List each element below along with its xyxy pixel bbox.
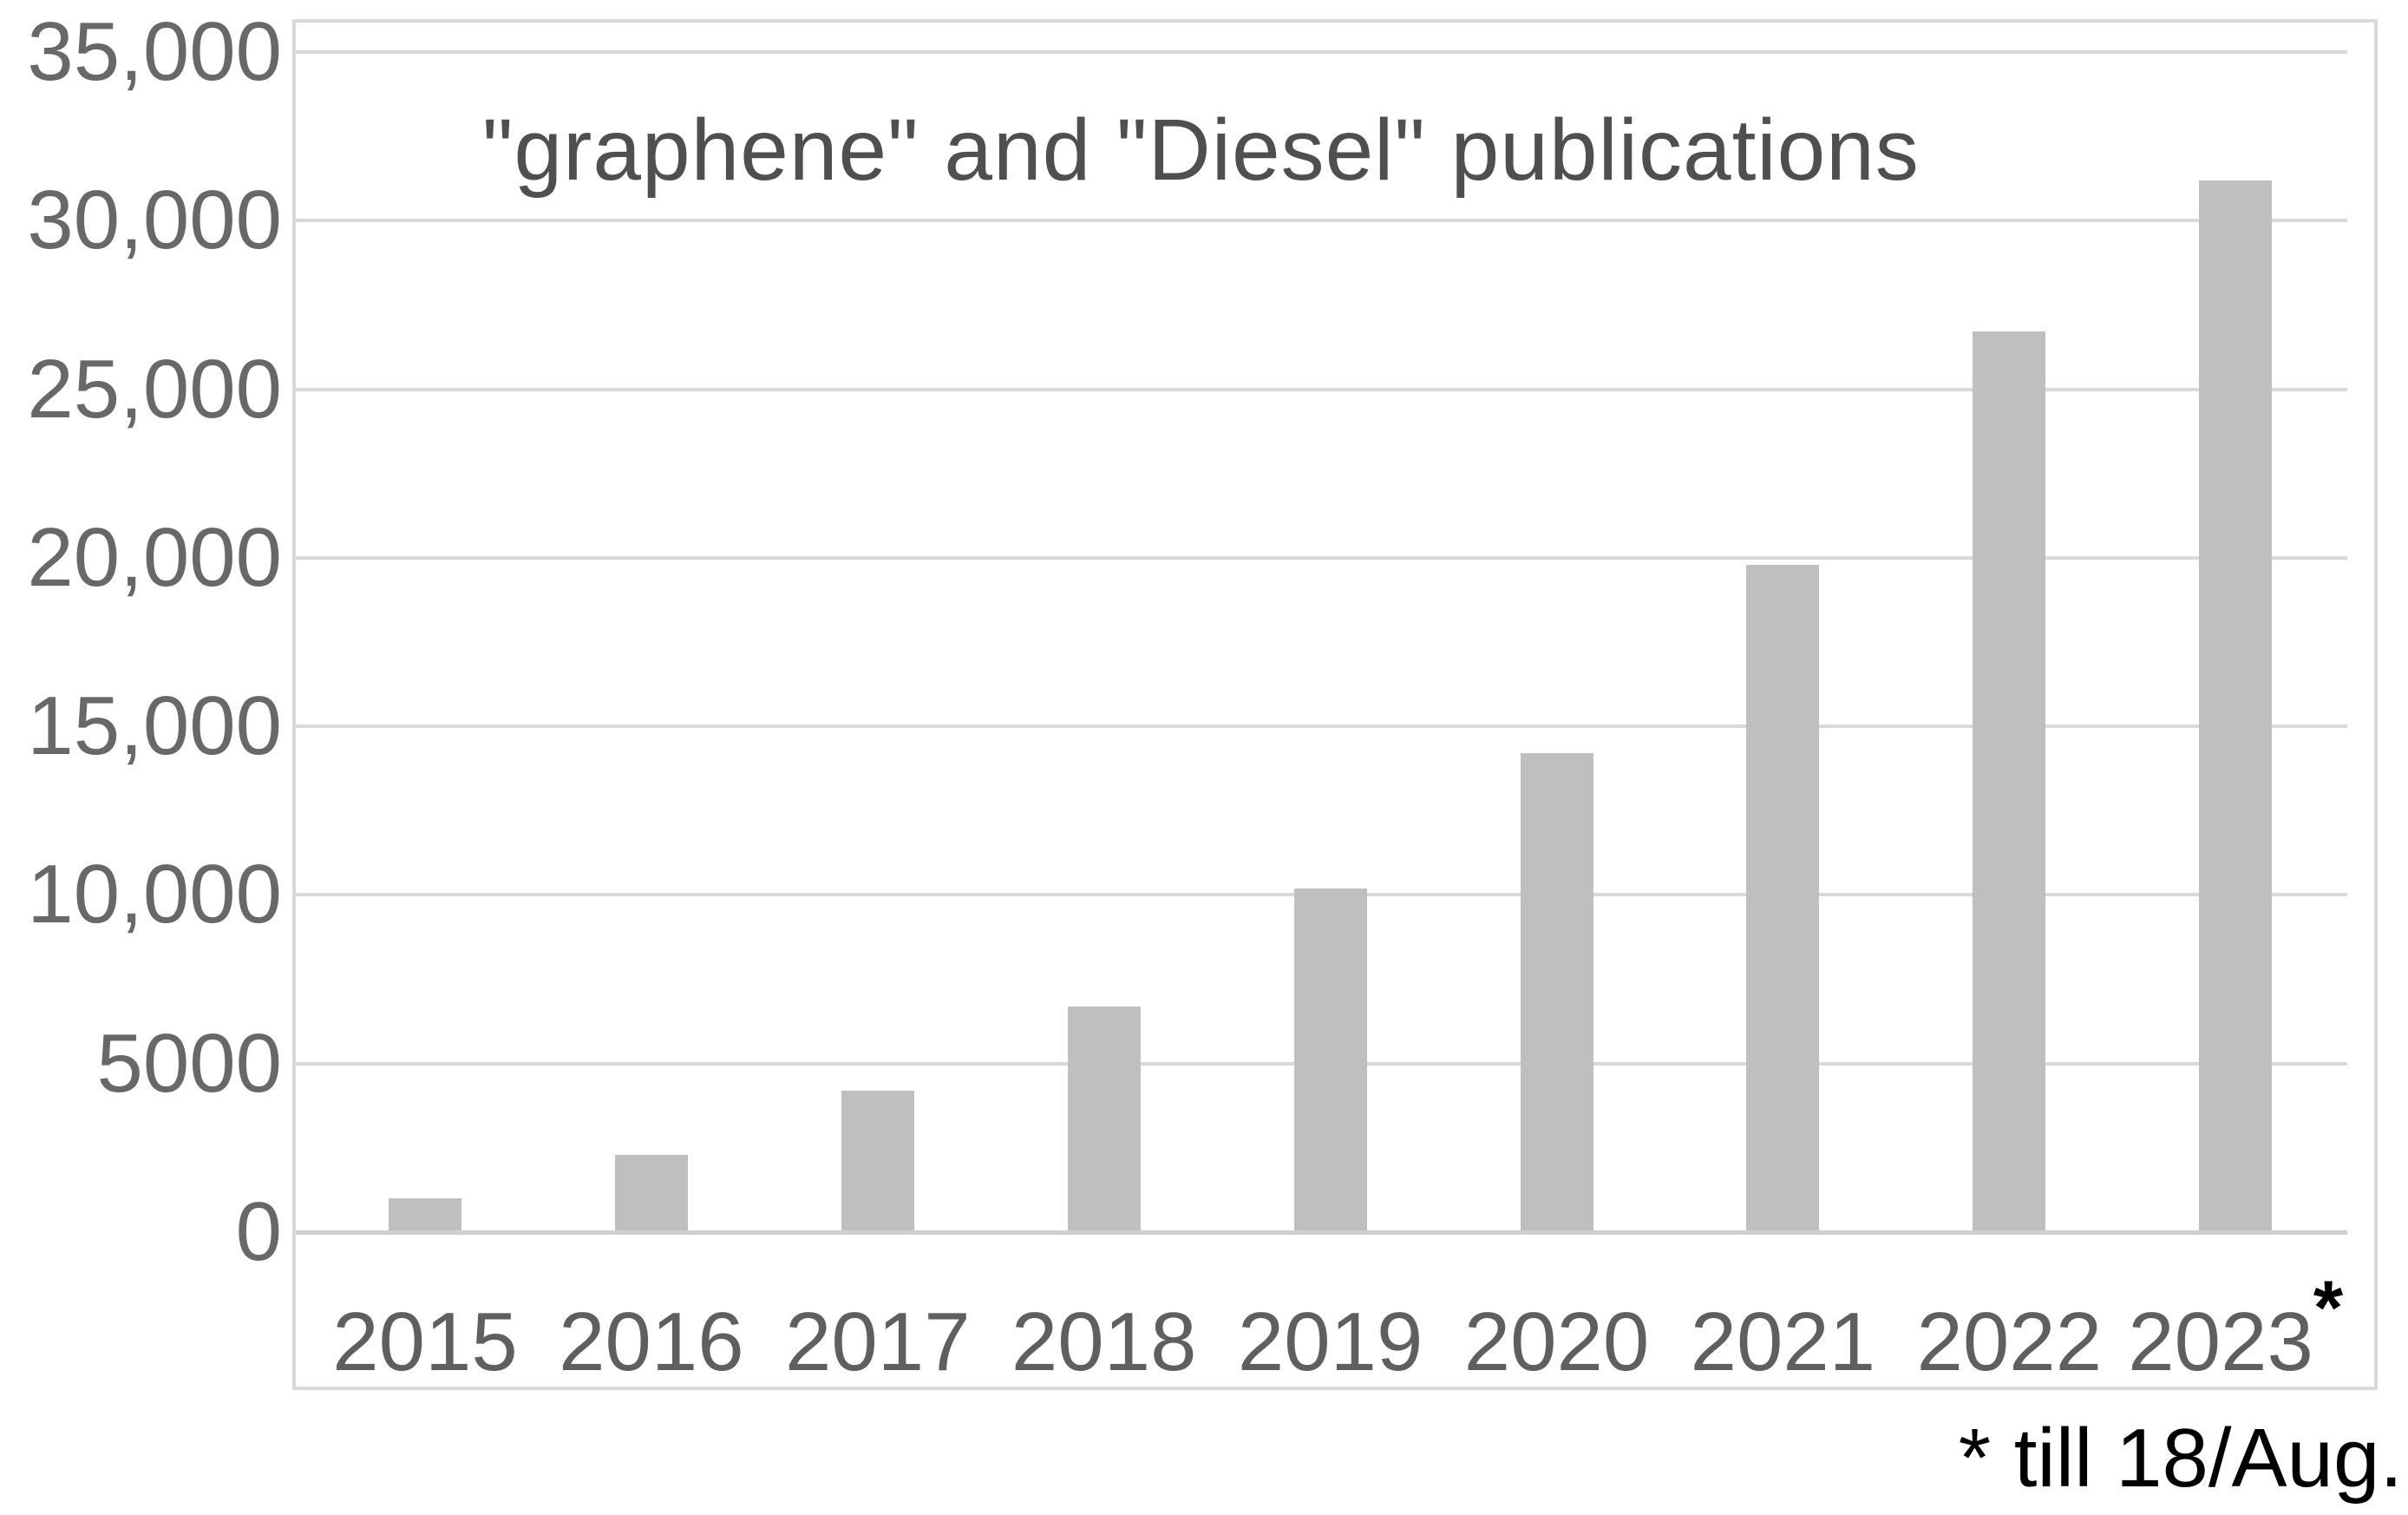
x-axis-tick-text: 2017 bbox=[785, 1295, 971, 1388]
bar-2019 bbox=[1293, 888, 1367, 1232]
x-axis-tick-label: 2022 bbox=[1888, 1295, 2130, 1390]
gridline bbox=[296, 555, 2347, 560]
x-axis-tick-label: 2023* bbox=[2114, 1264, 2357, 1392]
x-axis-tick-label: 2020 bbox=[1436, 1295, 1678, 1390]
x-axis-tick-text: 2016 bbox=[559, 1295, 744, 1388]
y-axis-tick-label: 0 bbox=[235, 1185, 282, 1278]
gridline bbox=[296, 387, 2347, 391]
gridline bbox=[296, 219, 2347, 223]
gridline bbox=[296, 49, 2347, 54]
x-axis-tick-text: 2023 bbox=[2128, 1295, 2313, 1388]
x-axis-baseline bbox=[296, 1230, 2347, 1235]
y-axis-tick-label: 30,000 bbox=[27, 174, 282, 267]
x-axis-tick-text: 2020 bbox=[1463, 1295, 1650, 1388]
bar-2021 bbox=[1746, 564, 1820, 1232]
y-axis-tick-label: 20,000 bbox=[27, 510, 282, 604]
bar-2022 bbox=[1973, 331, 2046, 1232]
gridline bbox=[296, 725, 2347, 729]
partial-year-asterisk: * bbox=[2313, 1264, 2344, 1350]
y-axis-tick-label: 35,000 bbox=[27, 4, 282, 98]
y-axis-tick-label: 5000 bbox=[96, 1016, 282, 1110]
x-axis-tick-label: 2018 bbox=[983, 1295, 1226, 1390]
y-axis-tick-label: 15,000 bbox=[27, 679, 282, 773]
bar-2017 bbox=[841, 1090, 914, 1232]
bar-2018 bbox=[1067, 1006, 1141, 1232]
bar-2015 bbox=[389, 1198, 461, 1232]
x-axis-tick-label: 2019 bbox=[1209, 1295, 1452, 1390]
x-axis-tick-text: 2022 bbox=[1916, 1295, 2103, 1388]
bar-2023 bbox=[2199, 180, 2273, 1232]
x-axis-tick-text: 2019 bbox=[1237, 1295, 1423, 1388]
x-axis-tick-label: 2015 bbox=[304, 1295, 546, 1390]
chart-title: "graphene" and "Diesel" publications bbox=[482, 102, 1920, 199]
x-axis-tick-text: 2018 bbox=[1011, 1295, 1197, 1388]
bar-2016 bbox=[614, 1154, 688, 1232]
x-axis-tick-text: 2015 bbox=[332, 1295, 518, 1388]
x-axis-tick-label: 2016 bbox=[530, 1295, 773, 1390]
x-axis-tick-label: 2021 bbox=[1661, 1295, 1904, 1390]
y-axis-tick-label: 25,000 bbox=[27, 342, 282, 436]
x-axis-tick-text: 2021 bbox=[1690, 1295, 1876, 1388]
y-axis-tick-label: 10,000 bbox=[27, 848, 282, 941]
bar-2020 bbox=[1520, 753, 1593, 1232]
footnote: * till 18/Aug. bbox=[1958, 1412, 2403, 1505]
x-axis-tick-label: 2017 bbox=[756, 1295, 999, 1390]
